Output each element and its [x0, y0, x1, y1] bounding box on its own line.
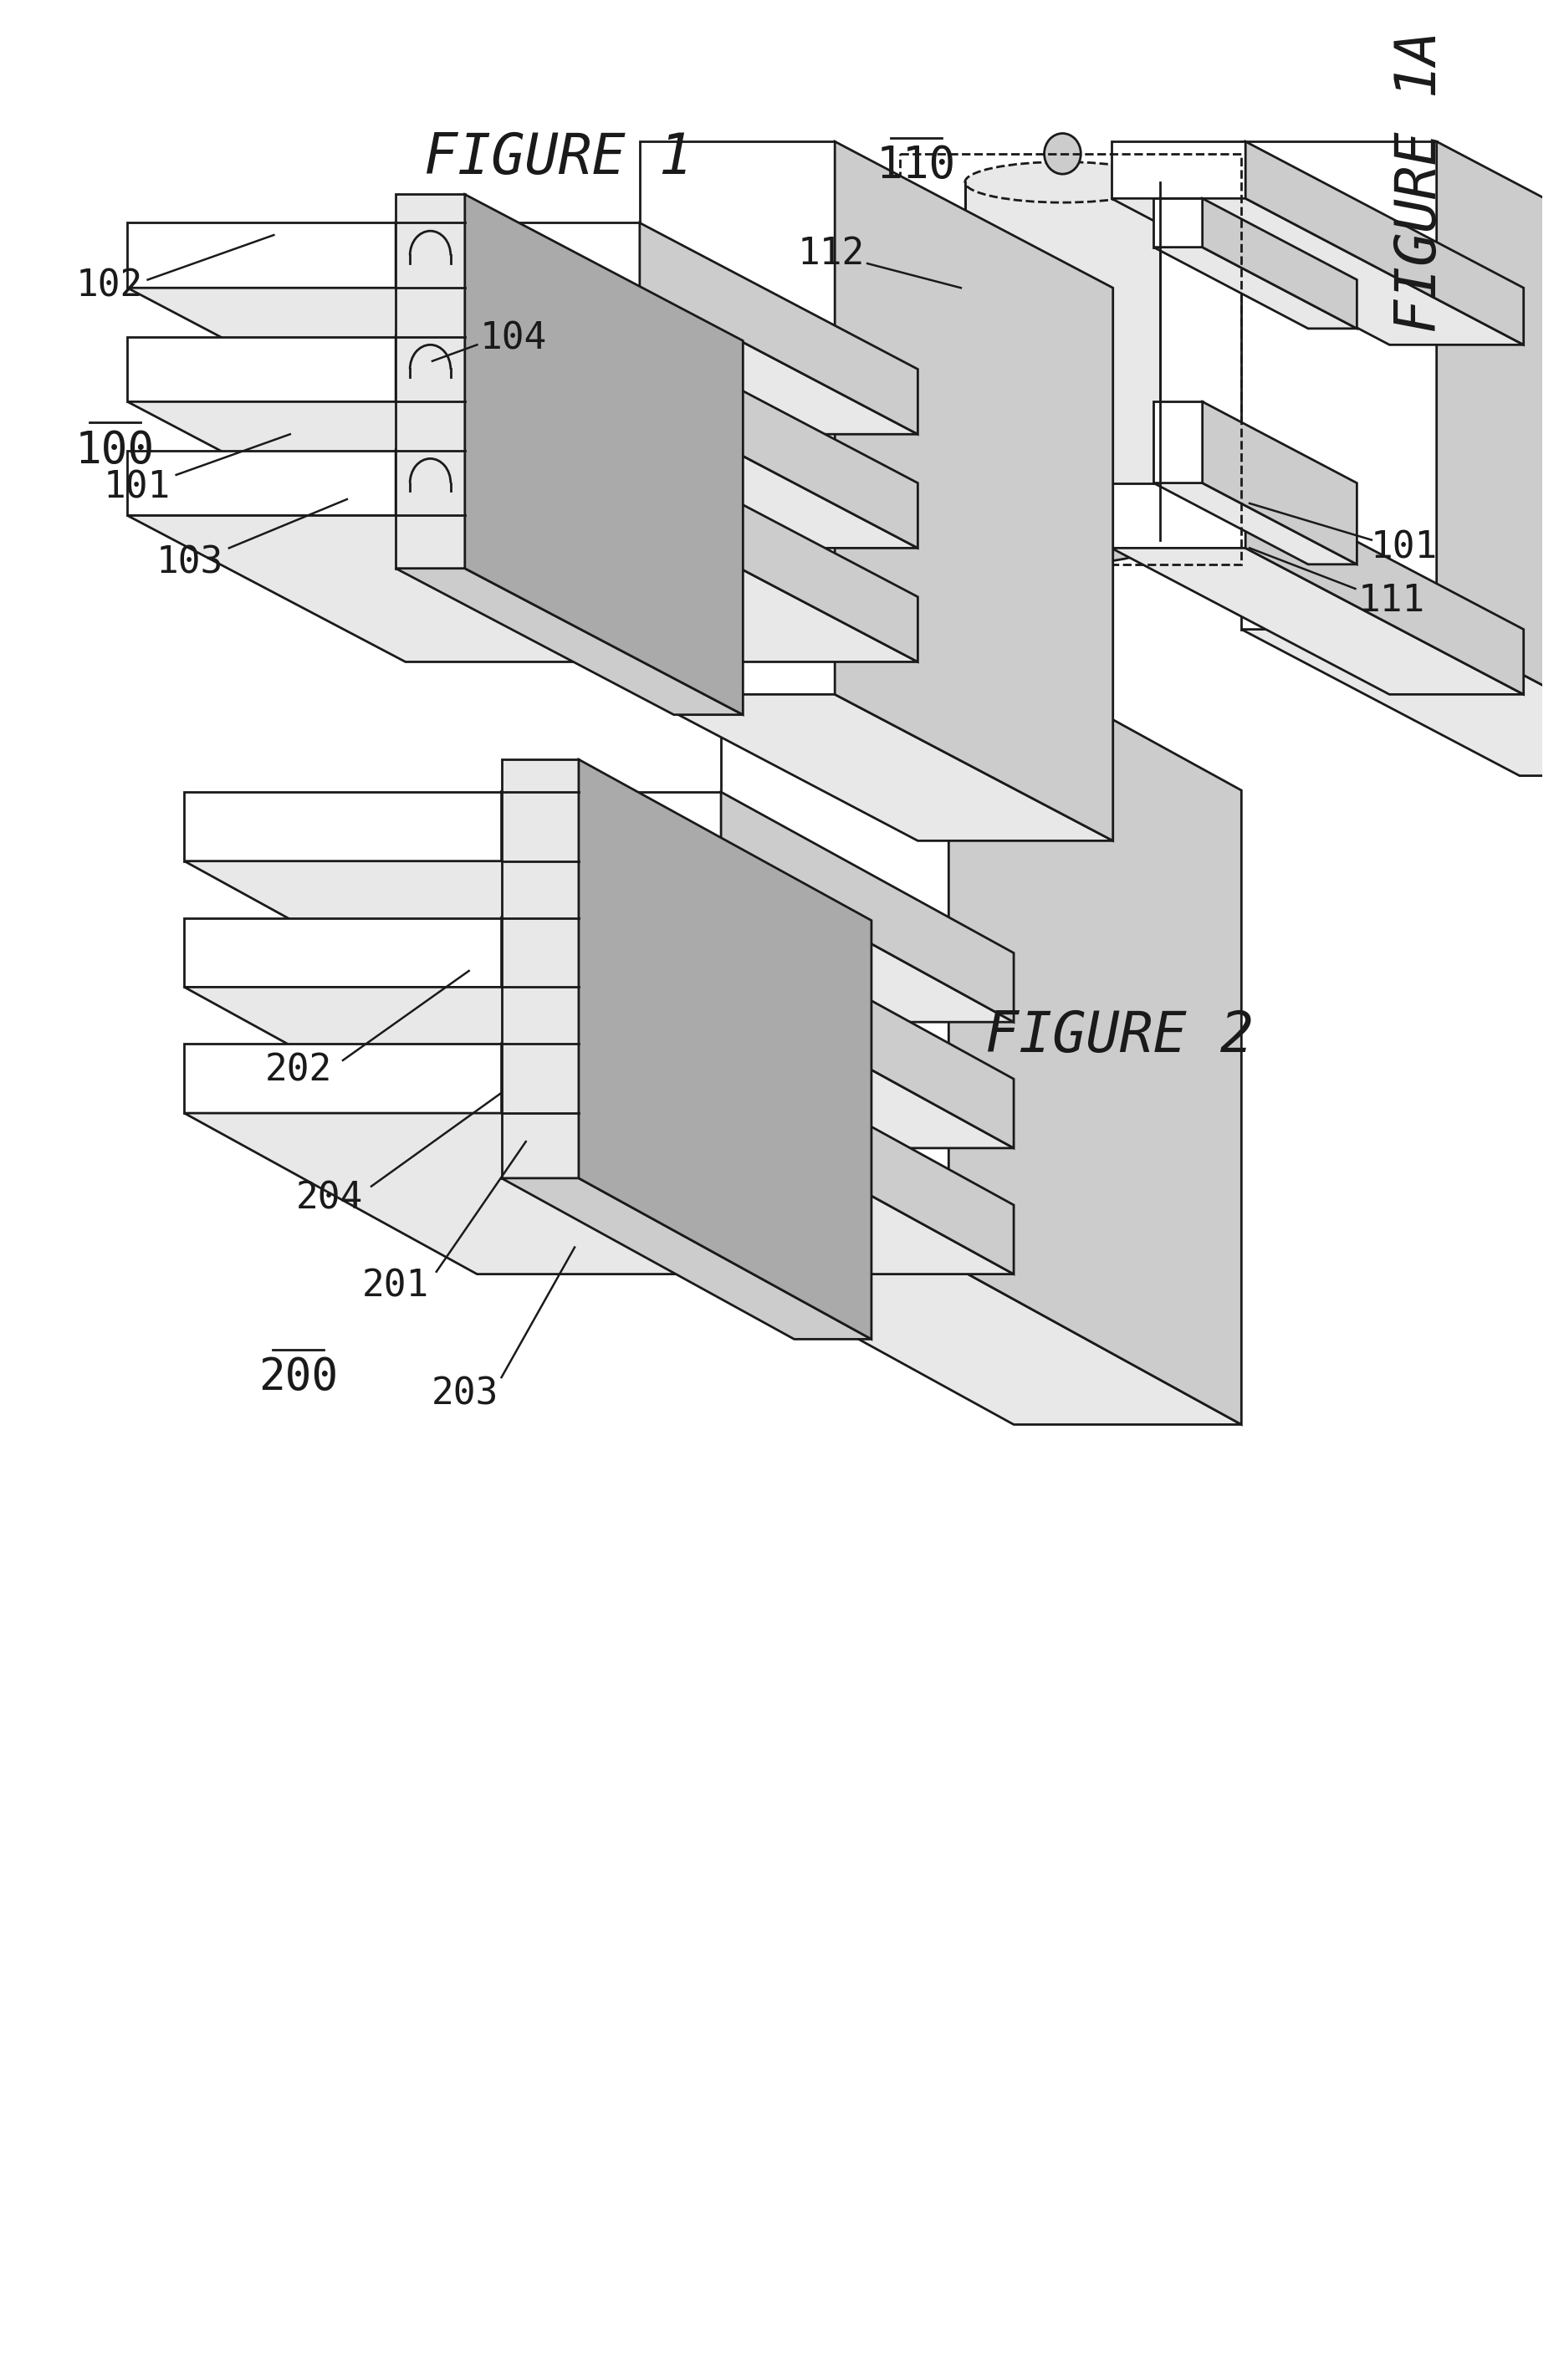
Polygon shape	[127, 402, 674, 547]
Polygon shape	[502, 759, 579, 1178]
Text: 203: 203	[432, 1376, 499, 1411]
Polygon shape	[721, 1264, 1242, 1426]
Text: 200: 200	[258, 1357, 338, 1399]
Polygon shape	[185, 793, 502, 862]
Polygon shape	[721, 793, 1013, 1021]
Polygon shape	[502, 1045, 795, 1273]
Polygon shape	[502, 793, 795, 1021]
Text: FIGURE 2: FIGURE 2	[985, 1009, 1254, 1064]
Polygon shape	[1154, 402, 1203, 483]
Text: 111: 111	[1358, 583, 1425, 619]
Polygon shape	[579, 988, 1013, 1147]
Text: 103: 103	[156, 545, 224, 581]
Polygon shape	[465, 224, 640, 288]
Polygon shape	[640, 224, 918, 433]
Polygon shape	[579, 793, 721, 862]
Polygon shape	[502, 1178, 871, 1340]
Polygon shape	[396, 569, 743, 714]
Polygon shape	[579, 759, 871, 1340]
Polygon shape	[465, 195, 743, 714]
Polygon shape	[640, 336, 918, 547]
Text: 204: 204	[296, 1180, 363, 1216]
Polygon shape	[1154, 198, 1203, 248]
Text: 112: 112	[798, 236, 865, 271]
Ellipse shape	[965, 162, 1160, 202]
Ellipse shape	[1045, 133, 1081, 174]
Text: 101: 101	[1370, 531, 1437, 566]
Polygon shape	[721, 919, 1013, 1147]
Polygon shape	[127, 224, 396, 288]
Polygon shape	[396, 224, 674, 433]
Polygon shape	[465, 288, 918, 433]
Text: 110: 110	[876, 145, 956, 188]
Text: 100: 100	[75, 428, 155, 471]
Polygon shape	[640, 140, 835, 695]
Polygon shape	[396, 336, 674, 547]
Polygon shape	[1112, 547, 1523, 695]
Text: 202: 202	[264, 1052, 332, 1088]
Polygon shape	[579, 1045, 721, 1114]
Polygon shape	[465, 450, 640, 516]
Polygon shape	[640, 695, 1114, 840]
Polygon shape	[185, 919, 502, 988]
Text: 201: 201	[363, 1269, 429, 1304]
Text: 104: 104	[480, 321, 547, 357]
Polygon shape	[579, 919, 721, 988]
Text: FIGURE 1A: FIGURE 1A	[1392, 31, 1448, 333]
Polygon shape	[1154, 248, 1358, 328]
Polygon shape	[1154, 483, 1358, 564]
Polygon shape	[1203, 402, 1358, 564]
Text: 102: 102	[77, 269, 142, 305]
Polygon shape	[1203, 198, 1358, 328]
Text: FIGURE 1: FIGURE 1	[424, 131, 693, 186]
Polygon shape	[127, 450, 396, 516]
Polygon shape	[579, 1114, 1013, 1273]
Polygon shape	[721, 1045, 1013, 1273]
Text: 101: 101	[103, 469, 170, 507]
Polygon shape	[465, 516, 918, 662]
Polygon shape	[1112, 140, 1245, 198]
Polygon shape	[1112, 483, 1245, 547]
Ellipse shape	[965, 516, 1160, 564]
Polygon shape	[1437, 140, 1564, 776]
Polygon shape	[640, 450, 918, 662]
Polygon shape	[465, 402, 918, 547]
Polygon shape	[185, 862, 795, 1021]
Bar	[965, 183, 1160, 540]
Polygon shape	[1245, 483, 1523, 695]
Polygon shape	[396, 195, 465, 569]
Polygon shape	[949, 628, 1242, 1426]
Polygon shape	[835, 140, 1114, 840]
Polygon shape	[1245, 140, 1523, 345]
Bar	[899, 155, 1242, 564]
Polygon shape	[465, 336, 640, 402]
Polygon shape	[185, 1045, 502, 1114]
Polygon shape	[127, 516, 674, 662]
Polygon shape	[1242, 628, 1564, 776]
Polygon shape	[396, 450, 674, 662]
Polygon shape	[502, 919, 795, 1147]
Polygon shape	[1242, 140, 1437, 628]
Polygon shape	[185, 988, 795, 1147]
Polygon shape	[721, 628, 949, 1264]
Polygon shape	[185, 1114, 795, 1273]
Polygon shape	[579, 862, 1013, 1021]
Polygon shape	[127, 336, 396, 402]
Polygon shape	[1112, 198, 1523, 345]
Polygon shape	[127, 288, 674, 433]
